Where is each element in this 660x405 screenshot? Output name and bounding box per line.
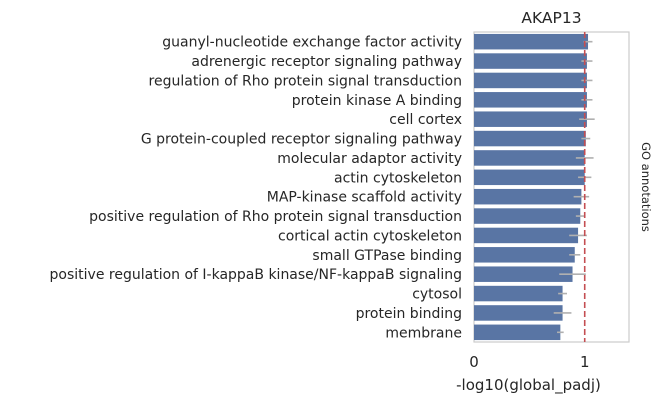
side-axis-label: GO annotations: [639, 142, 653, 232]
category-label: membrane: [385, 325, 462, 341]
category-label: cell cortex: [389, 112, 462, 128]
category-label: positive regulation of Rho protein signa…: [89, 209, 462, 225]
bar: [474, 285, 563, 302]
bar: [474, 324, 561, 341]
category-label: cytosol: [412, 287, 462, 303]
category-label: G protein-coupled receptor signaling pat…: [141, 132, 462, 148]
bar: [474, 188, 582, 205]
bar: [474, 150, 585, 166]
bar: [474, 92, 587, 108]
x-tick-label: 1: [580, 353, 590, 371]
category-label: guanyl-nucleotide exchange factor activi…: [162, 35, 462, 51]
category-label: molecular adaptor activity: [277, 151, 462, 167]
category-label: cortical actin cytoskeleton: [278, 228, 462, 244]
bar: [474, 72, 587, 89]
x-tick-label: 0: [469, 353, 479, 371]
bar: [474, 208, 581, 224]
category-label: adrenergic receptor signaling pathway: [191, 54, 462, 70]
bar: [474, 111, 587, 127]
bar: [474, 130, 586, 147]
bar: [474, 169, 585, 186]
plot-frame: [473, 31, 630, 343]
bar: [474, 33, 589, 50]
chart-title: AKAP13: [521, 9, 581, 27]
bar: [474, 227, 579, 244]
category-label: MAP-kinase scaffold activity: [267, 190, 462, 206]
plot-area: guanyl-nucleotide exchange factor activi…: [50, 31, 630, 371]
category-label: small GTPase binding: [312, 248, 462, 264]
category-label: positive regulation of I-kappaB kinase/N…: [50, 267, 462, 283]
bar: [474, 305, 563, 321]
bar: [474, 247, 575, 263]
category-label: actin cytoskeleton: [334, 170, 462, 186]
bar: [474, 53, 587, 69]
category-label: protein kinase A binding: [292, 93, 462, 109]
x-axis-label: -log10(global_padj): [456, 376, 601, 395]
category-label: protein binding: [356, 306, 462, 322]
bar: [474, 266, 573, 282]
category-label: regulation of Rho protein signal transdu…: [149, 73, 462, 89]
